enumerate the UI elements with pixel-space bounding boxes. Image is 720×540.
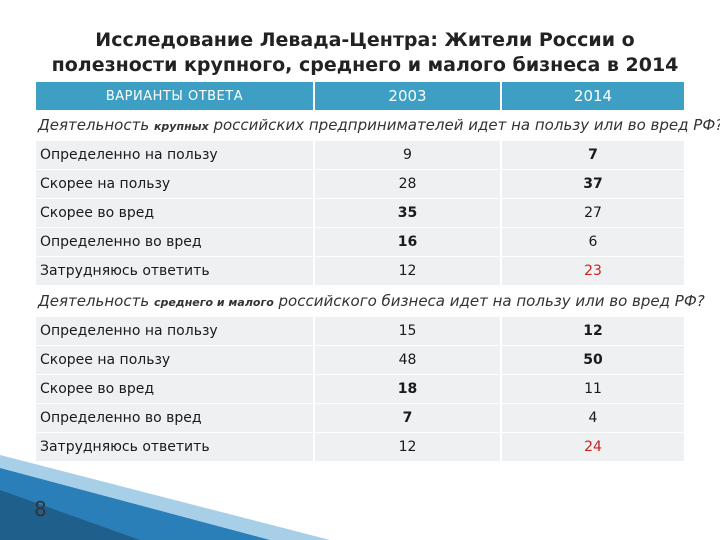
- answer-label: Скорее во вред: [36, 374, 314, 404]
- value-2014: 6: [500, 227, 684, 257]
- value-2014: 7: [500, 140, 684, 170]
- value-2003: 12: [313, 256, 501, 286]
- value-2003: 35: [313, 198, 501, 228]
- table-row: Определенно во вред 7 4: [36, 403, 684, 433]
- value-2014: 12: [500, 316, 684, 346]
- answer-label: Определенно на пользу: [36, 316, 314, 346]
- value-2014: 11: [500, 374, 684, 404]
- value-2003: 12: [313, 432, 501, 462]
- table-row: Затрудняюсь ответить 12 23: [36, 256, 684, 286]
- value-2003: 15: [313, 316, 501, 346]
- table-row: Затрудняюсь ответить 12 24: [36, 432, 684, 462]
- value-2014: 23: [500, 256, 684, 286]
- value-2014: 50: [500, 345, 684, 375]
- answer-label: Скорее во вред: [36, 198, 314, 228]
- value-2014: 37: [500, 169, 684, 199]
- section-question: Деятельность крупных российских предприн…: [36, 110, 720, 141]
- header-year-2003: 2003: [314, 82, 502, 110]
- page-number: 8: [34, 497, 47, 521]
- answer-label: Определенно во вред: [36, 403, 314, 433]
- answer-label: Скорее на пользу: [36, 169, 314, 199]
- answer-label: Затрудняюсь ответить: [36, 432, 314, 462]
- table-row: Скорее на пользу 28 37: [36, 169, 684, 199]
- question-emphasis: крупных: [153, 120, 209, 133]
- answer-label: Затрудняюсь ответить: [36, 256, 314, 286]
- value-2003: 28: [313, 169, 501, 199]
- value-2003: 18: [313, 374, 501, 404]
- survey-table: ВАРИАНТЫ ОТВЕТА 2003 2014 Деятельность к…: [36, 82, 720, 462]
- value-2014: 27: [500, 198, 684, 228]
- section-header-large-business: Деятельность крупных российских предприн…: [36, 110, 720, 141]
- table-row: Определенно на пользу 15 12: [36, 316, 684, 346]
- section-header-small-medium-business: Деятельность среднего и малого российско…: [36, 285, 705, 317]
- value-2003: 9: [313, 140, 501, 170]
- table-row: Скорее на пользу 48 50: [36, 345, 684, 375]
- value-2014: 24: [500, 432, 684, 462]
- table-row: Скорее во вред 35 27: [36, 198, 684, 228]
- table-row: Скорее во вред 18 11: [36, 374, 684, 404]
- value-2003: 16: [313, 227, 501, 257]
- header-year-2014: 2014: [501, 82, 684, 110]
- table-row: Определенно на пользу 9 7: [36, 140, 684, 170]
- header-answer-options: ВАРИАНТЫ ОТВЕТА: [36, 82, 315, 110]
- answer-label: Определенно во вред: [36, 227, 314, 257]
- value-2003: 48: [313, 345, 501, 375]
- slide-title: Исследование Левада-Центра: Жители Росси…: [51, 29, 679, 101]
- table-row: Определенно во вред 16 6: [36, 227, 684, 257]
- section-question: Деятельность среднего и малого российско…: [36, 285, 705, 317]
- table-header-row: ВАРИАНТЫ ОТВЕТА 2003 2014: [36, 82, 684, 110]
- question-emphasis: среднего и малого: [153, 296, 274, 309]
- value-2003: 7: [313, 403, 501, 433]
- answer-label: Определенно на пользу: [36, 140, 314, 170]
- value-2014: 4: [500, 403, 684, 433]
- answer-label: Скорее на пользу: [36, 345, 314, 375]
